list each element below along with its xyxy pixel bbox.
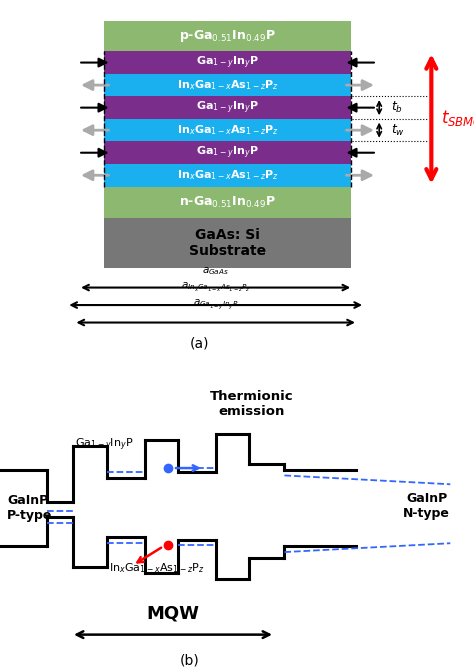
Bar [104, 21, 351, 50]
Text: $t_{SBMQW}$: $t_{SBMQW}$ [441, 108, 474, 130]
Text: $t_b$: $t_b$ [391, 100, 403, 115]
Text: p-Ga$_{0.51}$In$_{0.49}$P: p-Ga$_{0.51}$In$_{0.49}$P [179, 28, 276, 44]
Text: GaInP
P-type: GaInP P-type [7, 494, 53, 522]
Bar [104, 96, 351, 119]
Text: Ga$_{1-y}$In$_{y}$P: Ga$_{1-y}$In$_{y}$P [75, 437, 134, 454]
Text: In$_{x}$Ga$_{1-x}$As$_{1-z}$P$_{z}$: In$_{x}$Ga$_{1-x}$As$_{1-z}$P$_{z}$ [109, 561, 204, 575]
Text: GaAs: Si
Substrate: GaAs: Si Substrate [189, 228, 266, 259]
Text: Thermionic
emission: Thermionic emission [210, 390, 293, 418]
Bar [104, 188, 351, 218]
Text: (a): (a) [189, 337, 209, 351]
Text: In$_{x}$Ga$_{1-x}$As$_{1-z}$P$_{z}$: In$_{x}$Ga$_{1-x}$As$_{1-z}$P$_{z}$ [176, 123, 279, 137]
Bar [104, 52, 351, 74]
Bar [104, 119, 351, 141]
Text: (b): (b) [180, 653, 200, 667]
Text: MQW: MQW [146, 605, 200, 623]
Bar [104, 141, 351, 164]
Text: $a_{GaAs}$: $a_{GaAs}$ [202, 265, 229, 277]
Bar [104, 218, 351, 268]
Text: Ga$_{1-y}$In$_{y}$P: Ga$_{1-y}$In$_{y}$P [196, 54, 259, 71]
Text: GaInP
N-type: GaInP N-type [403, 492, 450, 521]
Text: In$_{x}$Ga$_{1-x}$As$_{1-z}$P$_{z}$: In$_{x}$Ga$_{1-x}$As$_{1-z}$P$_{z}$ [176, 168, 279, 182]
Text: Ga$_{1-y}$In$_{y}$P: Ga$_{1-y}$In$_{y}$P [196, 145, 259, 161]
Text: $t_w$: $t_w$ [391, 123, 405, 138]
Text: n-Ga$_{0.51}$In$_{0.49}$P: n-Ga$_{0.51}$In$_{0.49}$P [179, 195, 276, 210]
Text: In$_{x}$Ga$_{1-x}$As$_{1-z}$P$_{z}$: In$_{x}$Ga$_{1-x}$As$_{1-z}$P$_{z}$ [176, 78, 279, 92]
Text: $a_{Ga_{1-y}In_yP}$: $a_{Ga_{1-y}In_yP}$ [193, 297, 238, 312]
Text: Ga$_{1-y}$In$_{y}$P: Ga$_{1-y}$In$_{y}$P [196, 99, 259, 116]
Bar [104, 164, 351, 186]
Bar [104, 74, 351, 96]
Text: $a_{In_xGa_{1-x}As_{1-z}P_z}$: $a_{In_xGa_{1-x}As_{1-z}P_z}$ [181, 281, 250, 294]
